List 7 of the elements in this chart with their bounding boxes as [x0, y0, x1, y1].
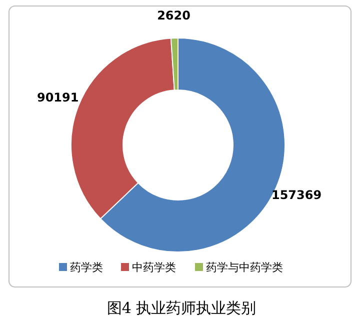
legend-label: 药学类	[70, 261, 103, 274]
data-label: 90191	[36, 90, 79, 104]
legend-label: 中药学类	[132, 261, 176, 274]
data-label: 2620	[157, 8, 190, 22]
legend-label: 药学与中药学类	[206, 261, 283, 274]
text: 图4 执业药师执业类别	[106, 299, 256, 317]
data-label: 157369	[271, 188, 322, 202]
